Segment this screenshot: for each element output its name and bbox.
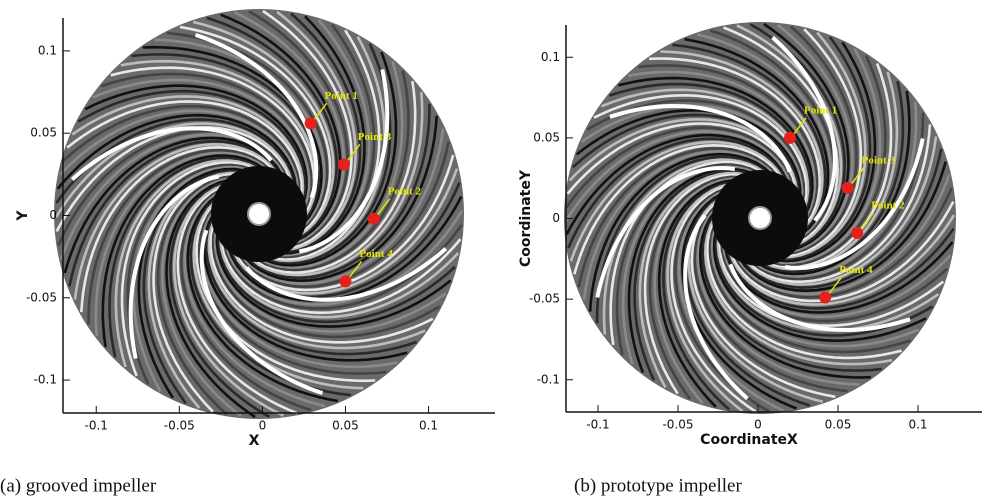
y-tick-label: 0.1: [38, 43, 57, 57]
point: [368, 213, 380, 225]
point: [338, 158, 350, 170]
x-tick-label: 0: [259, 419, 267, 433]
x-tick-label: -0.05: [164, 419, 195, 433]
point-label: Point 1: [804, 104, 837, 116]
y-tick-label: 0: [49, 208, 57, 222]
shaft-hole: [749, 207, 771, 229]
point-label: Point 1: [325, 90, 358, 102]
point-label: Point 3: [862, 154, 896, 166]
point-label: Point 4: [839, 264, 873, 276]
streamline-field: [564, 22, 956, 414]
y-tick-label: 0.05: [533, 130, 560, 144]
caption: (a) grooved impeller: [0, 475, 157, 496]
point: [305, 117, 317, 129]
x-axis-title: X: [249, 433, 260, 449]
x-tick-label: 0.1: [419, 419, 438, 433]
point-label: Point 3: [358, 131, 392, 143]
figure: -0.1 -0.05 0 0.05 0.1 -0.1 -0.05 0 0.05 0.1 X Y Poin…: [0, 0, 984, 502]
y-axis-title: CoordinateY: [518, 169, 534, 267]
y-tick-label: -0.1: [537, 372, 560, 386]
caption: (b) prototype impeller: [574, 475, 742, 496]
x-tick-label: 0.05: [825, 418, 852, 432]
x-tick-label: -0.1: [586, 418, 609, 432]
y-axis-title: Y: [15, 210, 31, 222]
y-tick-label: 0.05: [30, 126, 57, 140]
point: [842, 182, 854, 194]
shaft-hole: [248, 203, 270, 225]
y-tick-label: -0.1: [34, 373, 57, 387]
x-tick-label: -0.05: [662, 418, 693, 432]
point: [819, 292, 831, 304]
point: [339, 275, 351, 287]
streamline-field: [54, 9, 464, 419]
x-tick-label: 0: [754, 418, 762, 432]
x-axis-title: CoordinateX: [700, 432, 798, 448]
point-label: Point 4: [359, 248, 393, 260]
x-tick-label: 0.1: [908, 418, 927, 432]
point-label: Point 2: [388, 185, 422, 197]
point: [851, 227, 863, 239]
x-tick-label: -0.1: [85, 419, 108, 433]
y-tick-label: -0.05: [529, 292, 560, 306]
y-tick-label: 0: [552, 211, 560, 225]
point: [784, 132, 796, 144]
point-label: Point 2: [871, 200, 905, 212]
x-tick-label: 0.05: [332, 419, 359, 433]
y-tick-label: 0.1: [541, 50, 560, 64]
y-tick-label: -0.05: [26, 290, 57, 304]
